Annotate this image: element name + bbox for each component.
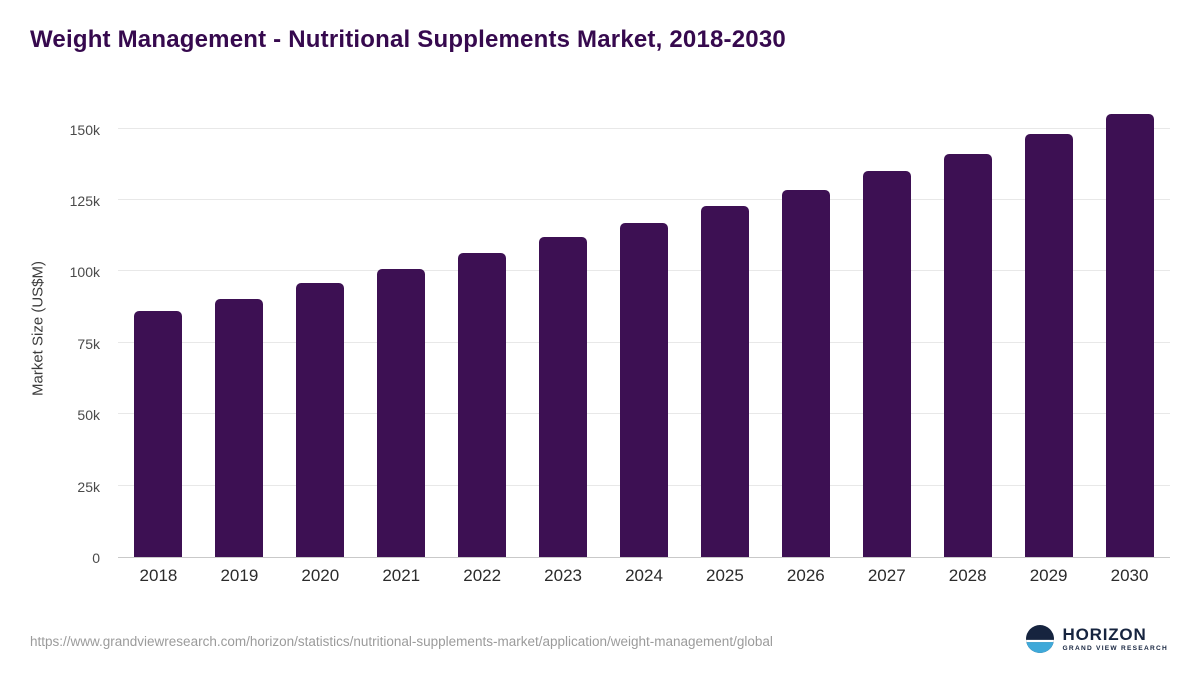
x-axis-labels: 2018 2019 2020 2021 2022 2023 2024 2025 2026 2027… xyxy=(118,566,1170,586)
y-tick-label: 50k xyxy=(77,407,100,424)
x-tick-label: 2025 xyxy=(706,566,744,585)
y-tick-label: 150k xyxy=(69,121,100,138)
bars xyxy=(118,100,1170,557)
bar-column xyxy=(1008,100,1089,557)
plot-area xyxy=(118,100,1170,558)
y-tick-label: 0 xyxy=(92,550,100,566)
x-tick-label: 2028 xyxy=(948,566,987,585)
y-axis-label: Market Size (US$M) xyxy=(29,260,47,397)
bar-column xyxy=(523,100,604,557)
y-axis-ticks: 0 25k 50k 75k 100k 125k 150k xyxy=(48,100,108,566)
bar xyxy=(377,268,426,557)
x-tick-label: 2024 xyxy=(625,566,663,585)
bar xyxy=(134,311,183,557)
bar xyxy=(458,252,507,557)
bar xyxy=(539,237,588,557)
bar-column xyxy=(1089,100,1170,557)
x-tick-label: 2023 xyxy=(544,566,582,585)
bar-column xyxy=(765,100,846,557)
bar-column xyxy=(442,100,523,557)
logo-title: HORIZON xyxy=(1062,624,1147,644)
source-url: https://www.grandviewresearch.com/horizo… xyxy=(30,634,773,649)
bar xyxy=(619,222,668,557)
horizon-logo: HORIZON GRAND VIEW RESEARCH xyxy=(1025,624,1168,653)
bar xyxy=(700,205,749,557)
bar xyxy=(781,189,830,557)
logo-text-block: HORIZON GRAND VIEW RESEARCH xyxy=(1062,624,1168,653)
x-tick-label: 2022 xyxy=(463,566,502,585)
gridline xyxy=(118,198,1170,200)
x-tick-label: 2020 xyxy=(301,566,340,585)
x-tick-label: 2021 xyxy=(382,566,421,585)
x-tick-label: 2029 xyxy=(1029,566,1068,585)
y-tick-label: 75k xyxy=(77,335,100,352)
x-tick-label: 2027 xyxy=(867,566,906,585)
bar-column xyxy=(361,100,442,557)
bar-column xyxy=(846,100,927,557)
y-tick-label: 25k xyxy=(77,478,100,495)
bar xyxy=(215,298,264,557)
bar-column xyxy=(118,100,199,557)
bar xyxy=(1105,114,1154,557)
bar-column xyxy=(684,100,765,557)
page-title: Weight Management - Nutritional Suppleme… xyxy=(30,26,786,53)
x-tick-label: 2019 xyxy=(220,566,259,585)
bar xyxy=(296,282,345,557)
bar-column xyxy=(199,100,280,557)
bar-column xyxy=(280,100,361,557)
bar xyxy=(862,171,911,557)
y-tick-label: 125k xyxy=(69,192,100,209)
x-tick-label: 2018 xyxy=(139,566,178,585)
bar xyxy=(943,154,992,557)
gridline xyxy=(118,127,1170,129)
horizon-logo-icon xyxy=(1025,625,1054,653)
bar-column xyxy=(604,100,685,557)
bar xyxy=(1024,134,1073,557)
x-tick-label: 2030 xyxy=(1110,566,1149,585)
x-tick-label: 2026 xyxy=(786,566,825,585)
logo-subtitle: GRAND VIEW RESEARCH xyxy=(1062,645,1168,653)
bar-column xyxy=(927,100,1008,557)
y-tick-label: 100k xyxy=(69,264,100,281)
